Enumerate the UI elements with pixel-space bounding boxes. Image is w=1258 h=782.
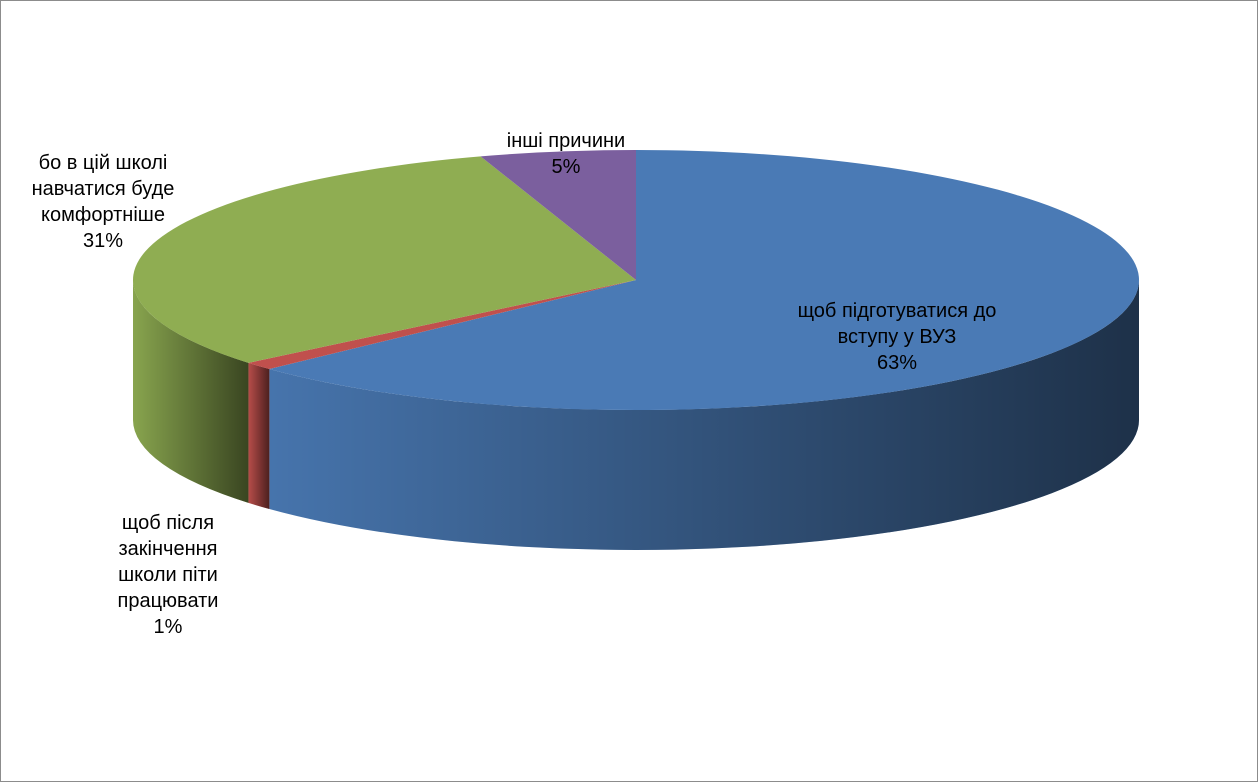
- data-label: щоб після закінчення школи піти працюват…: [88, 510, 248, 640]
- label-value: 5%: [551, 156, 581, 178]
- data-label: бо в цій школі навчатися буде комфортніш…: [0, 150, 208, 254]
- label-value: 63%: [876, 352, 918, 374]
- label-name: бо в цій школі навчатися буде комфортніш…: [31, 152, 175, 226]
- slice-side-shade: [248, 362, 270, 509]
- data-label: інші причини 5%: [466, 128, 666, 180]
- slice: [133, 156, 636, 363]
- label-name: щоб після закінчення школи піти працюват…: [117, 512, 219, 612]
- label-name: щоб підготуватися до вступу у ВУЗ: [797, 300, 997, 348]
- slice-side-shade: [269, 280, 1140, 550]
- slice: [480, 150, 636, 280]
- label-name: інші причини: [506, 130, 626, 152]
- label-value: 1%: [153, 616, 183, 638]
- slice: [269, 150, 1139, 410]
- data-label: щоб підготуватися до вступу у ВУЗ 63%: [772, 298, 1022, 376]
- slice-side-shade: [133, 280, 249, 503]
- label-value: 31%: [82, 230, 124, 252]
- slice: [248, 280, 637, 369]
